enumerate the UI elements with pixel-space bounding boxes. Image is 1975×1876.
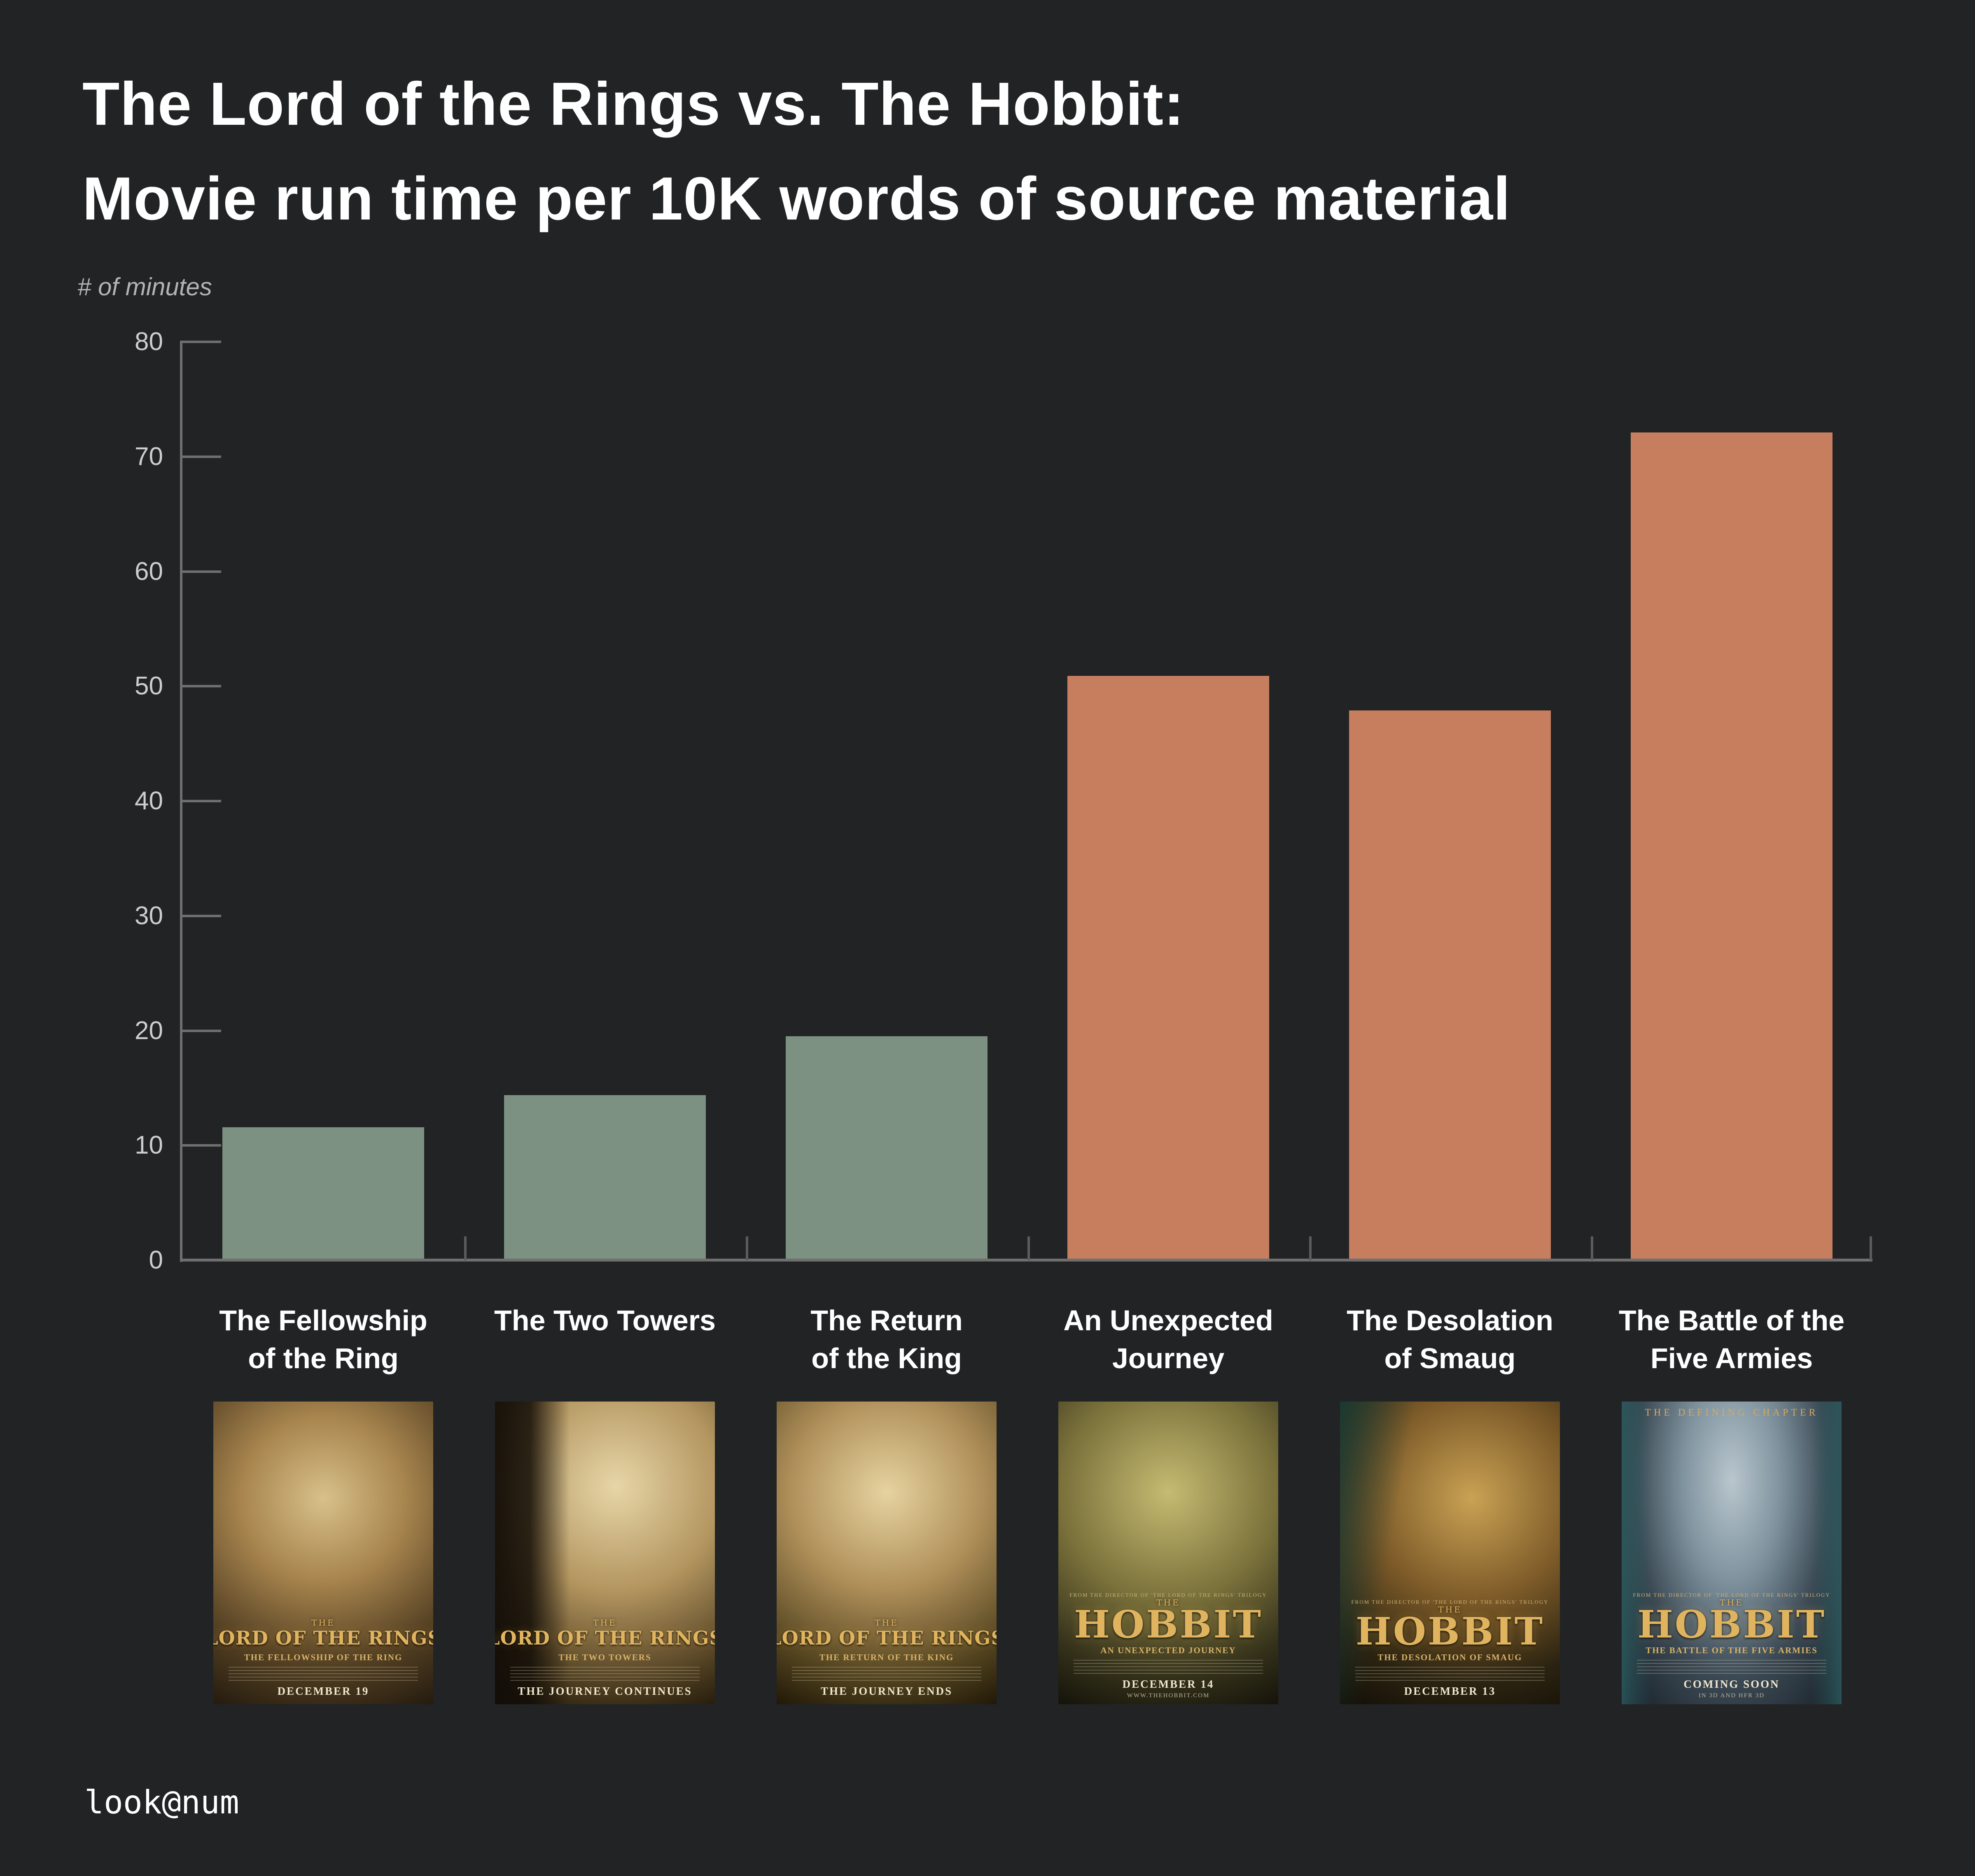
poster-brand-title: HOBBIT bbox=[1637, 1602, 1826, 1647]
chart-title-line1: The Lord of the Rings vs. The Hobbit: bbox=[82, 70, 1185, 138]
poster-subtitle: AN UNEXPECTED JOURNEY bbox=[1100, 1645, 1236, 1655]
footer-credit: look@num bbox=[84, 1784, 239, 1821]
an-unexpected-journey-poster: FROM THE DIRECTOR OF 'THE LORD OF THE RI… bbox=[1058, 1402, 1278, 1704]
poster-subtitle: THE TWO TOWERS bbox=[558, 1652, 651, 1662]
poster-top-text: THE DEFINING CHAPTER bbox=[1645, 1407, 1819, 1418]
poster-tagline-secondary: IN 3D AND HFR 3D bbox=[1698, 1692, 1765, 1699]
poster-above-brand-text: FROM THE DIRECTOR OF 'THE LORD OF THE RI… bbox=[1351, 1599, 1549, 1605]
poster-brand-prefix: THE bbox=[875, 1618, 899, 1628]
category-label-the-fellowship-of-the-ring: The Fellowship of the Ring bbox=[219, 1304, 427, 1374]
bar-an-unexpected-journey bbox=[1067, 676, 1269, 1260]
bar-the-fellowship-of-the-ring bbox=[222, 1127, 424, 1260]
poster-tagline: DECEMBER 19 bbox=[277, 1685, 369, 1697]
poster-tagline: COMING SOON bbox=[1683, 1678, 1780, 1690]
x-tick-1 bbox=[464, 1236, 467, 1260]
poster-subtitle: THE RETURN OF THE KING bbox=[819, 1652, 954, 1662]
poster-brand-title: HOBBIT bbox=[1355, 1609, 1545, 1654]
bar-the-desolation-of-smaug bbox=[1349, 710, 1551, 1260]
y-axis-title: # of minutes bbox=[77, 273, 212, 301]
x-axis-baseline bbox=[180, 1259, 1872, 1262]
bar-the-two-towers bbox=[504, 1095, 706, 1260]
category-label-the-return-of-the-king: The Return of the King bbox=[810, 1304, 963, 1374]
two-towers-poster: THE LORD OF THE RINGS THE TWO TOWERS THE JO… bbox=[495, 1402, 715, 1704]
poster-subtitle: THE DESOLATION OF SMAUG bbox=[1377, 1652, 1522, 1662]
y-tick-label-40: 40 bbox=[135, 787, 163, 815]
poster-above-brand-text: FROM THE DIRECTOR OF 'THE LORD OF THE RI… bbox=[1633, 1592, 1830, 1598]
poster-credits-block bbox=[510, 1667, 700, 1682]
y-tick-label-70: 70 bbox=[135, 442, 163, 471]
x-tick-3 bbox=[1027, 1236, 1030, 1260]
chart-title-line2: Movie run time per 10K words of source m… bbox=[82, 165, 1511, 233]
poster-subtitle: THE FELLOWSHIP OF THE RING bbox=[244, 1652, 403, 1662]
poster-brand-prefix: THE bbox=[311, 1618, 335, 1628]
y-tick-20 bbox=[180, 1030, 221, 1032]
poster-brand-title: LORD OF THE RINGS bbox=[213, 1627, 433, 1649]
poster-brand-prefix: THE bbox=[1720, 1598, 1744, 1607]
y-tick-40 bbox=[180, 800, 221, 802]
x-tick-2 bbox=[746, 1236, 748, 1260]
poster-above-brand-text: FROM THE DIRECTOR OF 'THE LORD OF THE RI… bbox=[1069, 1592, 1267, 1598]
category-label-the-desolation-of-smaug: The Desolation of Smaug bbox=[1347, 1304, 1553, 1374]
return-of-the-king-poster: THE LORD OF THE RINGS THE RETURN OF THE KI… bbox=[777, 1402, 997, 1704]
poster-credits-block bbox=[229, 1667, 418, 1682]
poster-brand-title: LORD OF THE RINGS bbox=[495, 1627, 715, 1649]
battle-of-the-five-armies-poster: THE DEFINING CHAPTER FROM THE DIRECTOR OF… bbox=[1622, 1402, 1842, 1704]
y-tick-60 bbox=[180, 570, 221, 573]
y-tick-label-10: 10 bbox=[135, 1131, 163, 1159]
category-label-the-battle-of-the-five-armies: The Battle of the Five Armies bbox=[1618, 1304, 1845, 1374]
bar-the-battle-of-the-five-armies bbox=[1631, 432, 1833, 1260]
x-tick-4 bbox=[1309, 1236, 1312, 1260]
category-label-an-unexpected-journey: An Unexpected Journey bbox=[1063, 1304, 1273, 1374]
y-tick-label-0: 0 bbox=[149, 1246, 163, 1274]
poster-brand-prefix: THE bbox=[593, 1618, 617, 1628]
poster-tagline: THE JOURNEY ENDS bbox=[820, 1685, 953, 1697]
poster-brand-title: LORD OF THE RINGS bbox=[777, 1627, 997, 1649]
fellowship-of-the-ring-poster: THE LORD OF THE RINGS THE FELLOWSHIP OF TH… bbox=[213, 1402, 433, 1704]
poster-tagline: DECEMBER 13 bbox=[1404, 1685, 1496, 1697]
poster-credits-block bbox=[1637, 1660, 1826, 1675]
y-tick-label-30: 30 bbox=[135, 902, 163, 930]
y-tick-label-50: 50 bbox=[135, 672, 163, 700]
x-tick-end bbox=[1870, 1236, 1872, 1260]
y-tick-30 bbox=[180, 915, 221, 917]
poster-credits-block bbox=[792, 1667, 981, 1682]
y-tick-10 bbox=[180, 1144, 221, 1147]
y-tick-label-20: 20 bbox=[135, 1016, 163, 1045]
poster-brand-prefix: THE bbox=[1156, 1598, 1180, 1607]
bar-the-return-of-the-king bbox=[786, 1036, 988, 1260]
y-tick-label-80: 80 bbox=[135, 327, 163, 356]
y-tick-70 bbox=[180, 456, 221, 458]
y-tick-50 bbox=[180, 685, 221, 687]
y-tick-label-60: 60 bbox=[135, 557, 163, 586]
poster-credits-block bbox=[1355, 1667, 1545, 1682]
x-tick-5 bbox=[1591, 1236, 1593, 1260]
poster-tagline: DECEMBER 14 bbox=[1122, 1678, 1214, 1690]
poster-brand-title: HOBBIT bbox=[1074, 1602, 1263, 1647]
category-label-the-two-towers: The Two Towers bbox=[494, 1304, 716, 1336]
poster-brand-prefix: THE bbox=[1438, 1605, 1462, 1614]
poster-credits-block bbox=[1074, 1660, 1263, 1675]
poster-tagline: THE JOURNEY CONTINUES bbox=[518, 1685, 692, 1697]
poster-tagline-secondary: WWW.THEHOBBIT.COM bbox=[1127, 1692, 1210, 1699]
desolation-of-smaug-poster: FROM THE DIRECTOR OF 'THE LORD OF THE RI… bbox=[1340, 1402, 1560, 1704]
poster-subtitle: THE BATTLE OF THE FIVE ARMIES bbox=[1646, 1645, 1818, 1655]
y-tick-80 bbox=[180, 341, 221, 343]
